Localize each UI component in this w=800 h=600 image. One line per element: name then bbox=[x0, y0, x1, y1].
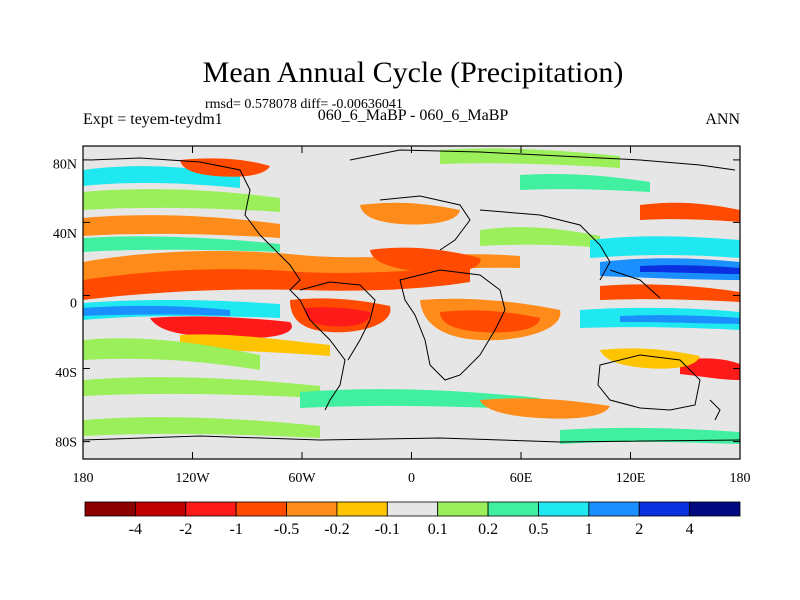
colorbar-swatch bbox=[588, 501, 640, 517]
field-patch bbox=[620, 315, 740, 324]
colorbar-swatch bbox=[185, 501, 237, 517]
x-tick-label: 60W bbox=[288, 471, 316, 486]
field-patch bbox=[640, 265, 740, 274]
y-tick-label: 80S bbox=[55, 436, 77, 451]
field-patch bbox=[300, 389, 540, 410]
y-tick-label: 80N bbox=[53, 157, 77, 172]
case-label: 060_6_MaBP - 060_6_MaBP bbox=[318, 107, 509, 124]
field-patch bbox=[83, 236, 280, 252]
x-tick-label: 180 bbox=[730, 471, 751, 486]
y-axis: 80N 40N 0 40S 80S bbox=[53, 157, 77, 450]
x-tick-label: 180 bbox=[73, 471, 94, 486]
field-patch bbox=[480, 227, 600, 248]
y-tick-label: 40N bbox=[53, 227, 77, 242]
x-tick-label: 60E bbox=[510, 471, 533, 486]
field-patch bbox=[83, 305, 230, 316]
field-patch bbox=[150, 316, 292, 339]
colorbar-label: -0.1 bbox=[375, 521, 400, 538]
field-patch bbox=[520, 173, 650, 192]
colorbar-label: 0.2 bbox=[478, 521, 498, 538]
colorbar-swatch bbox=[235, 501, 287, 517]
map-frame bbox=[82, 145, 741, 460]
field-patch bbox=[360, 202, 460, 225]
colorbar-swatch bbox=[487, 501, 539, 517]
field-patch bbox=[83, 417, 320, 438]
colorbar-label: -4 bbox=[129, 521, 142, 538]
x-axis: 180 120W 60W 0 60E 120E 180 bbox=[73, 471, 751, 486]
colorbar-label: 0.5 bbox=[528, 521, 548, 538]
experiment-label: Expt = teyem-teydm1 bbox=[83, 111, 223, 128]
colorbar: -4 -2 -1 -0.5 -0.2 -0.1 0.1 0.2 0.5 1 2 4 bbox=[84, 501, 741, 538]
field-patch bbox=[83, 189, 280, 212]
y-tick-label: 0 bbox=[70, 297, 77, 312]
field-patch bbox=[440, 310, 540, 333]
field-patch bbox=[83, 266, 470, 300]
colorbar-swatch bbox=[84, 501, 136, 517]
colorbar-swatch bbox=[638, 501, 691, 517]
colorbar-swatch bbox=[336, 501, 388, 517]
tick-marks bbox=[83, 146, 740, 459]
field-patch bbox=[180, 334, 330, 356]
field-patch bbox=[600, 284, 740, 302]
field-patch bbox=[83, 338, 260, 370]
field-patch bbox=[590, 236, 740, 258]
colorbar-label: 4 bbox=[686, 521, 694, 538]
x-tick-label: 120W bbox=[175, 471, 210, 486]
colorbar-swatch bbox=[689, 501, 741, 517]
x-tick-label: 0 bbox=[408, 471, 415, 486]
colorbar-label: 1 bbox=[585, 521, 593, 538]
colorbar-swatch bbox=[134, 501, 187, 517]
colorbar-label: -0.2 bbox=[324, 521, 349, 538]
season-label: ANN bbox=[705, 111, 740, 128]
field-patch bbox=[83, 377, 320, 398]
field-patch bbox=[480, 398, 610, 419]
field-patch bbox=[83, 215, 280, 238]
field-patch bbox=[370, 247, 481, 274]
colorbar-swatch bbox=[538, 501, 590, 517]
colorbar-swatch bbox=[286, 501, 338, 517]
chart-title: Mean Annual Cycle (Precipitation) bbox=[203, 56, 624, 89]
colorbar-label: -1 bbox=[229, 521, 242, 538]
colorbar-label: 0.1 bbox=[428, 521, 448, 538]
field-patch bbox=[640, 202, 740, 222]
colorbar-label: -2 bbox=[179, 521, 192, 538]
field-patch bbox=[560, 427, 740, 444]
field-patch bbox=[305, 307, 371, 327]
y-tick-label: 40S bbox=[55, 366, 77, 381]
field-patch bbox=[600, 348, 700, 369]
map-plot-area bbox=[83, 146, 740, 459]
colorbar-label: 2 bbox=[635, 521, 643, 538]
colorbar-label: -0.5 bbox=[274, 521, 299, 538]
x-tick-label: 120E bbox=[616, 471, 646, 486]
coastlines bbox=[83, 149, 740, 443]
stats-label: rmsd= 0.578078 diff= -0.00636041 bbox=[205, 97, 403, 112]
field-patch bbox=[440, 148, 620, 168]
colorbar-swatch bbox=[437, 501, 489, 517]
colorbar-swatch bbox=[386, 501, 439, 517]
